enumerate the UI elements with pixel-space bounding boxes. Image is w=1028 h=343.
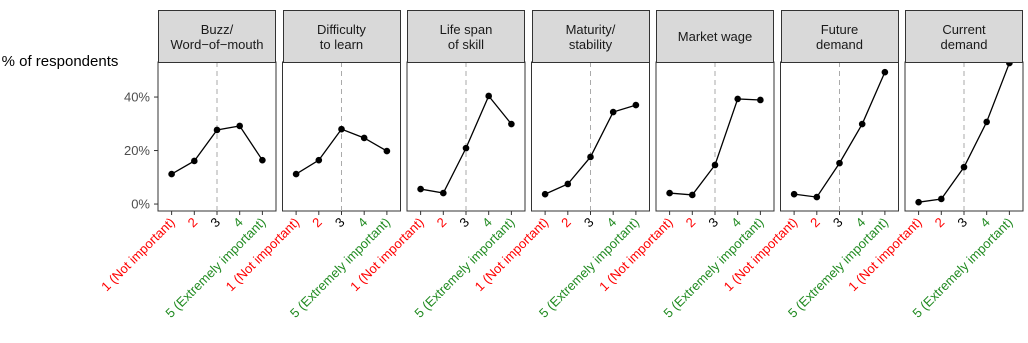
point	[915, 198, 922, 206]
point	[836, 159, 843, 167]
point	[462, 144, 470, 152]
point	[213, 126, 221, 134]
point	[960, 163, 968, 171]
x-tick-label: 2	[683, 215, 699, 231]
x-tick-label: 3	[581, 215, 597, 231]
point	[383, 147, 391, 155]
x-tick-label: 2	[558, 215, 574, 231]
point	[360, 134, 368, 142]
point	[790, 190, 798, 198]
x-tick-label: 2	[807, 215, 823, 231]
x-tick-label: 2	[434, 215, 450, 231]
x-tick-label: 5 (Extremely important)	[909, 215, 1015, 321]
facet-title: Buzz/ Word−of−mouth	[158, 10, 276, 63]
point	[541, 190, 549, 198]
y-axis-title: % of respondents	[1, 53, 119, 70]
point	[858, 120, 866, 128]
point	[609, 108, 617, 116]
point	[734, 95, 741, 103]
point	[315, 156, 323, 164]
y-tick-label: 20%	[124, 143, 150, 158]
point	[632, 101, 640, 109]
point	[757, 96, 764, 104]
facet-title: Future demand	[780, 10, 899, 63]
point	[564, 180, 572, 188]
point	[711, 161, 719, 169]
point	[813, 193, 821, 201]
facet-title: Difficulty to learn	[282, 10, 401, 63]
x-tick-label: 3	[830, 215, 846, 231]
x-tick-label: 2	[309, 215, 325, 231]
point	[259, 156, 266, 164]
x-tick-label: 3	[954, 215, 970, 231]
point	[191, 157, 198, 165]
point	[168, 170, 175, 178]
facet-title: Life span of skill	[407, 10, 525, 63]
point	[689, 191, 696, 199]
y-tick-label: 40%	[124, 90, 150, 105]
point	[881, 68, 889, 76]
facet-title: Maturity/ stability	[531, 10, 650, 63]
x-tick-label: 2	[185, 215, 201, 231]
point	[292, 170, 300, 178]
x-tick-label: 1 (Not important)	[98, 215, 178, 295]
point	[666, 189, 673, 197]
facet-title: Current demand	[905, 10, 1023, 63]
point	[440, 189, 447, 197]
point	[508, 120, 515, 128]
x-tick-label: 3	[705, 215, 721, 231]
x-tick-label: 2	[932, 215, 948, 231]
point	[587, 153, 594, 161]
x-tick-label: 3	[456, 215, 472, 231]
point	[236, 122, 243, 130]
point	[338, 125, 345, 133]
x-tick-label: 3	[207, 215, 223, 231]
facet-title: Market wage	[656, 10, 774, 63]
point	[938, 195, 945, 203]
point	[485, 92, 492, 100]
point	[983, 118, 990, 126]
x-tick-label: 3	[332, 215, 348, 231]
point	[417, 185, 424, 193]
y-tick-label: 0%	[131, 197, 150, 212]
